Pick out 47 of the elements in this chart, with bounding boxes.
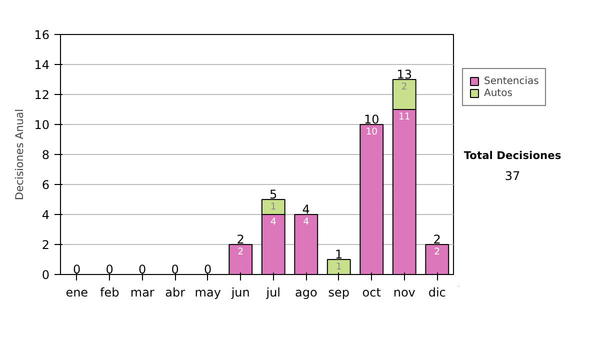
x-tick-label: jul — [265, 286, 281, 300]
x-tick-label: may — [194, 286, 221, 300]
total-label: 0 — [138, 262, 146, 276]
total-label: 0 — [171, 262, 179, 276]
total-label: 4 — [302, 202, 310, 216]
total-label: 0 — [106, 262, 114, 276]
x-tick-label: jun — [230, 286, 250, 300]
text: 37 — [504, 169, 520, 184]
y-tick-label: 14 — [34, 58, 50, 72]
data-label: 1 — [270, 202, 276, 212]
total-label: 13 — [396, 68, 412, 82]
x-tick-label: abr — [165, 286, 186, 300]
x-tick-label: ene — [66, 286, 88, 300]
y-tick-label: 0 — [42, 268, 50, 282]
x-tick-label: sep — [328, 286, 350, 300]
y-tick-label: 10 — [34, 118, 50, 132]
y-tick-label: 4 — [42, 208, 50, 222]
legend-label: Sentencias — [484, 75, 539, 87]
text: Total Decisiones — [464, 148, 562, 162]
y-tick-label: 12 — [34, 88, 50, 102]
data-label: 11 — [398, 112, 410, 122]
total-label: 2 — [433, 232, 441, 246]
y-tick-label: 2 — [42, 238, 50, 252]
total-label: 1 — [335, 248, 343, 262]
total-label: 5 — [270, 188, 278, 202]
data-label: 2 — [434, 246, 440, 258]
data-label: 10 — [366, 126, 378, 138]
total-label: 2 — [236, 232, 244, 246]
x-tick-label: ago — [294, 286, 318, 300]
data-label: 2 — [401, 82, 408, 92]
y-tick-label: 6 — [42, 178, 50, 192]
total-label: 0 — [204, 262, 212, 276]
x-tick-label: mar — [130, 286, 154, 300]
data-label: 4 — [270, 216, 276, 228]
y-tick-label: 8 — [42, 148, 50, 162]
data-label: 2 — [238, 246, 244, 258]
x-tick-label: oct — [362, 286, 382, 300]
y-axis-title: Decisiones Anual — [13, 108, 26, 200]
data-label: 4 — [303, 216, 310, 228]
data-label: 1 — [336, 262, 342, 272]
y-tick-label: 16 — [34, 28, 50, 42]
legend-label: Autos — [484, 87, 512, 99]
total-label: 10 — [364, 112, 380, 126]
x-tick-label: feb — [100, 286, 120, 300]
total-label: 0 — [73, 262, 81, 276]
x-tick-label: dic — [428, 286, 446, 300]
x-tick-label: nov — [393, 286, 416, 300]
